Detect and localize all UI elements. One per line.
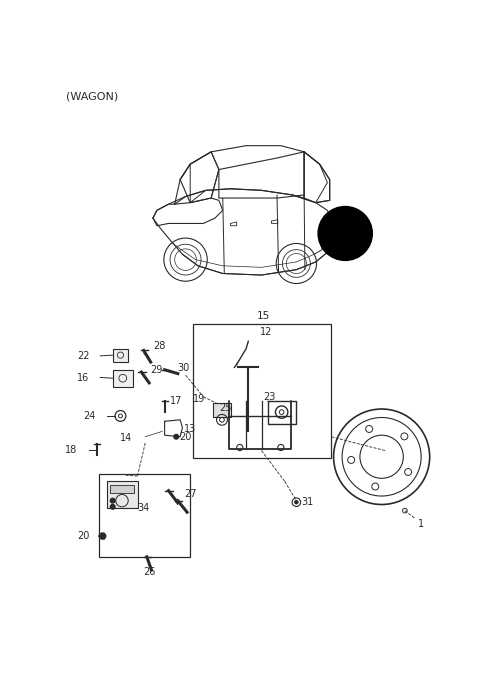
Text: 23: 23 bbox=[263, 392, 276, 402]
Bar bbox=[110, 485, 133, 493]
Text: 19: 19 bbox=[193, 394, 206, 404]
Text: (WAGON): (WAGON) bbox=[66, 92, 119, 102]
Bar bbox=[113, 370, 133, 387]
Text: 29: 29 bbox=[150, 364, 162, 375]
Text: 18: 18 bbox=[65, 445, 77, 455]
Bar bbox=[113, 349, 128, 362]
Text: 1: 1 bbox=[418, 519, 424, 529]
Text: 16: 16 bbox=[77, 373, 89, 383]
Text: 34: 34 bbox=[137, 504, 150, 514]
Text: 17: 17 bbox=[170, 396, 182, 406]
Circle shape bbox=[174, 435, 179, 439]
Text: 28: 28 bbox=[153, 341, 166, 351]
Text: 13: 13 bbox=[184, 424, 196, 434]
Text: 20: 20 bbox=[180, 432, 192, 441]
Text: 22: 22 bbox=[77, 351, 89, 361]
Bar bbox=[99, 474, 190, 557]
Text: 15: 15 bbox=[257, 311, 270, 321]
Text: 31: 31 bbox=[302, 497, 314, 507]
Bar bbox=[214, 403, 230, 416]
Circle shape bbox=[99, 533, 106, 539]
Circle shape bbox=[295, 501, 298, 504]
Text: 14: 14 bbox=[120, 433, 132, 443]
Circle shape bbox=[318, 207, 372, 261]
Bar bbox=[107, 481, 137, 508]
Text: 26: 26 bbox=[144, 567, 156, 577]
Text: 25: 25 bbox=[220, 403, 232, 413]
Circle shape bbox=[110, 504, 115, 509]
Text: 30: 30 bbox=[178, 363, 190, 373]
Text: 24: 24 bbox=[83, 411, 96, 421]
Circle shape bbox=[110, 498, 115, 503]
Text: 27: 27 bbox=[184, 489, 196, 500]
Text: 20: 20 bbox=[77, 531, 89, 541]
Bar bbox=[193, 323, 331, 458]
Text: 12: 12 bbox=[260, 327, 272, 337]
